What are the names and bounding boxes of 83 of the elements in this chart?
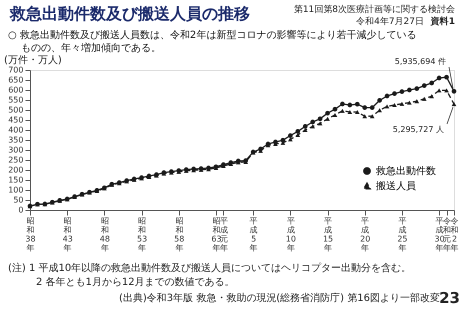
legend-label: 搬送人員 <box>376 180 416 192</box>
x-tick-label: 平成元年 <box>220 216 228 252</box>
y-tick-label: 100 <box>8 186 24 194</box>
point <box>436 76 442 80</box>
point <box>407 100 412 105</box>
x-tick-label: 昭和58年 <box>174 216 184 252</box>
point <box>340 102 345 106</box>
text: (出典)令和3年版 救急・救助の現況(総務省消防庁) 第16図より一部改変 <box>118 292 440 304</box>
y-tick-label: 350 <box>8 136 24 144</box>
y-tick-label: 550 <box>8 96 24 104</box>
point <box>422 96 427 101</box>
point <box>310 120 316 124</box>
text: (注) 1 平成10年以降の救急出動件数及び搬送人員についてはヘリコプター出動分を含む。 <box>8 262 412 274</box>
annotation: 5,295,727 人 <box>392 125 444 134</box>
point <box>354 110 360 114</box>
point <box>384 94 390 98</box>
point <box>318 116 322 122</box>
y-tick-label: 650 <box>8 76 24 84</box>
y-tick-label: 500 <box>8 106 24 114</box>
x-tick-label: 令和元年 <box>443 216 452 252</box>
point <box>354 102 360 107</box>
text: 2 各年とも1月から12月までの数値である。 <box>36 276 235 288</box>
text: 第11回第8次医療計画等に関する検討会 <box>294 4 455 15</box>
point <box>348 102 352 108</box>
point <box>310 124 316 128</box>
y-tick-label: 200 <box>8 166 24 174</box>
point <box>332 106 338 112</box>
y-tick-label: 400 <box>8 126 24 134</box>
x-tick-label: 昭和43年 <box>62 216 73 252</box>
point <box>452 102 456 106</box>
chart-title: 救急出動件数及び搬送人員の推移 <box>9 4 250 23</box>
point <box>400 89 404 94</box>
point <box>332 112 338 118</box>
point <box>318 121 322 126</box>
point <box>362 114 368 118</box>
y-tick-label: 250 <box>8 156 24 164</box>
legend-label: 救急出動件数 <box>375 165 436 177</box>
point <box>392 102 397 108</box>
point <box>295 129 300 134</box>
point <box>325 116 330 121</box>
x-tick-label: 昭和53年 <box>136 216 148 252</box>
point <box>414 86 420 91</box>
point <box>348 110 352 114</box>
text: 令和4年7月27日 <box>356 16 424 27</box>
x-tick-label: 昭和38年 <box>25 216 36 252</box>
point <box>429 80 434 86</box>
text: 23 <box>439 289 460 307</box>
text: 資料1 <box>430 16 455 27</box>
x-tick-label: 令和2年 <box>450 216 458 252</box>
point <box>444 74 449 80</box>
point <box>325 110 330 116</box>
point <box>362 105 368 110</box>
y-tick-label: 300 <box>8 146 24 154</box>
x-tick-label: 平成5年 <box>250 216 258 252</box>
point <box>392 91 397 96</box>
x-tick-label: 平成20年 <box>360 216 370 252</box>
x-tick-label: 平成30年 <box>434 216 445 252</box>
y-tick-label: 150 <box>8 176 24 184</box>
x-tick-label: 平成10年 <box>286 216 296 252</box>
point <box>377 98 382 103</box>
point <box>288 137 293 142</box>
point <box>436 88 442 92</box>
y-tick-label: 0 <box>18 206 24 214</box>
point <box>422 83 427 88</box>
point <box>288 133 293 138</box>
point <box>444 88 449 92</box>
x-tick-label: 平成15年 <box>322 216 334 252</box>
chart-subtitle: ○ 救急出動件数及び搬送人員数は、令和2年は新型コロナの影響等により若干減少しているものの、年々増加傾向である。 <box>8 29 416 54</box>
point <box>370 105 375 110</box>
point <box>407 88 412 92</box>
point <box>384 104 390 108</box>
y-tick-label: 50 <box>13 196 24 204</box>
point <box>452 88 456 94</box>
x-tick-label: 昭和48年 <box>100 216 110 252</box>
y-tick-label: 600 <box>8 86 24 94</box>
y-axis-title: (万件・万人) <box>4 55 62 66</box>
point <box>400 102 404 106</box>
x-tick-label: 平成25年 <box>397 216 408 252</box>
point <box>340 108 345 113</box>
y-tick-label: 700 <box>8 66 24 74</box>
point <box>302 124 308 129</box>
annotation: 5,935,694 件 <box>394 57 446 66</box>
y-tick-label: 450 <box>8 116 24 124</box>
